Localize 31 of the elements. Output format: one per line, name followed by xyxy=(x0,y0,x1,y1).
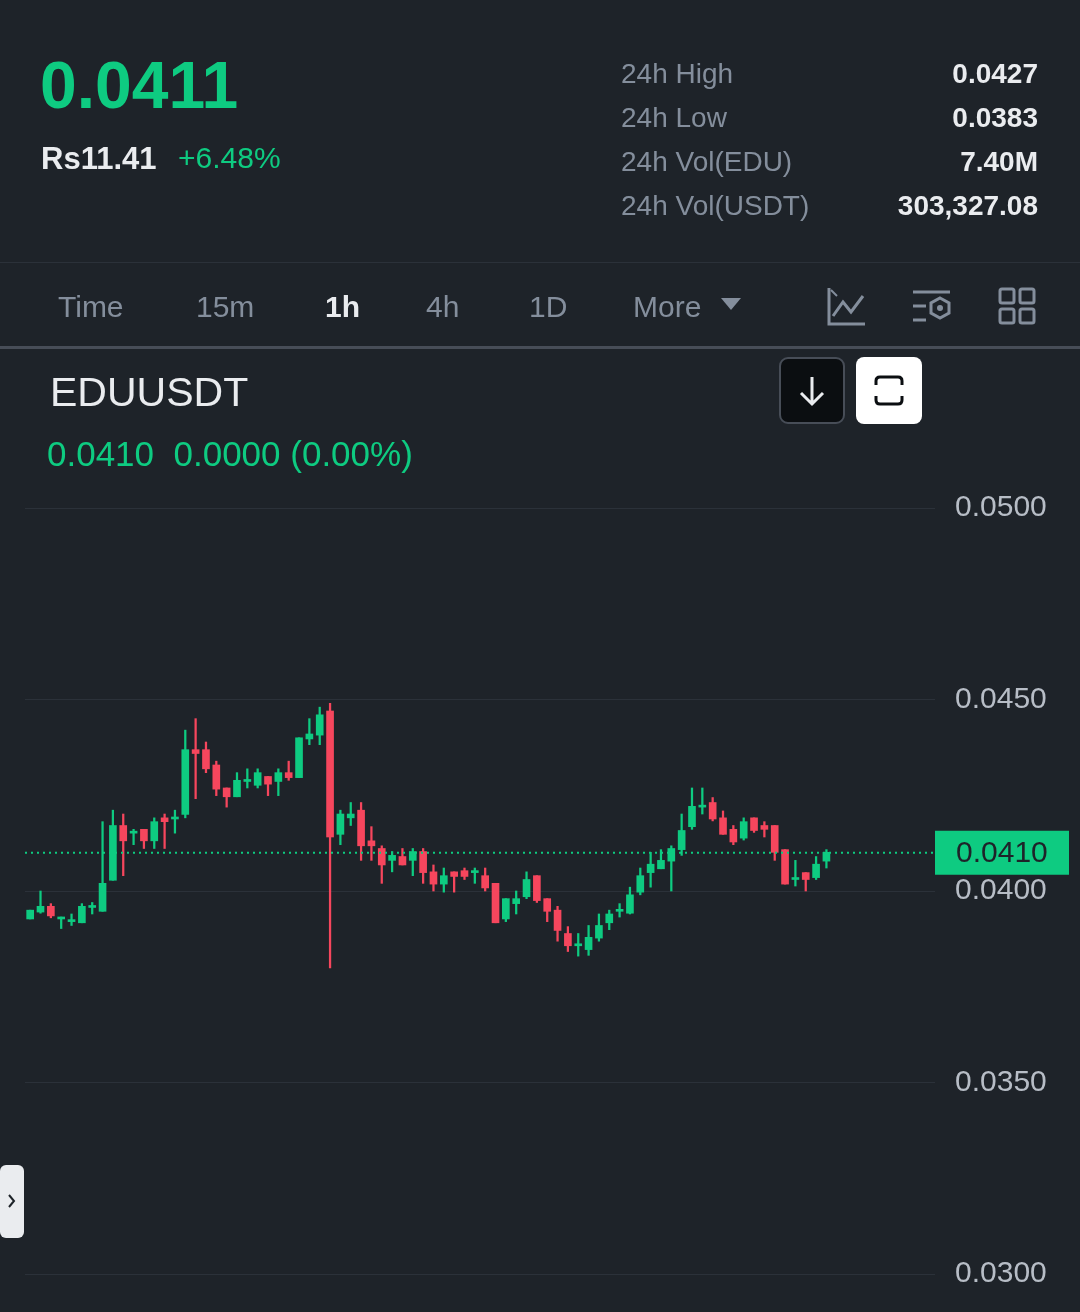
text: 0.0383 xyxy=(952,102,1038,133)
y-tick-label: 0.0300 xyxy=(955,1255,1047,1289)
candlestick xyxy=(615,903,624,918)
y-tick-label: 0.0400 xyxy=(955,872,1047,906)
y-tick-label: 0.0450 xyxy=(955,680,1047,714)
text: Rs11.41 xyxy=(41,141,157,176)
text: 1h xyxy=(325,290,361,323)
y-tick-label: 0.0500 xyxy=(955,489,1047,523)
candlestick xyxy=(191,718,200,800)
candlestick xyxy=(791,860,800,887)
text: 24h High xyxy=(621,58,734,89)
text: Time xyxy=(58,290,124,323)
text: 303,327.08 xyxy=(897,190,1038,221)
text: 24h Vol(USDT) xyxy=(621,190,810,221)
text: 1D xyxy=(529,290,568,323)
text: More xyxy=(633,290,702,323)
text: 24h Low xyxy=(621,102,727,133)
text: 15m xyxy=(196,290,255,323)
candlestick xyxy=(67,913,76,926)
chart-subtitle: 0.0410 0.0000 (0.00%) xyxy=(47,434,413,473)
text: 7.40M xyxy=(960,146,1038,177)
text: 24h Vol(EDU) xyxy=(621,146,793,177)
chart-title: EDUUSDT xyxy=(50,369,249,415)
text: 4h xyxy=(426,290,460,323)
text: 0.0411 xyxy=(40,48,239,122)
candlestick xyxy=(760,821,769,838)
text: 0.0427 xyxy=(952,58,1038,89)
ref-line-label: 0.0410 xyxy=(956,834,1048,868)
text: +6.48% xyxy=(178,141,281,174)
y-tick-label: 0.0350 xyxy=(955,1063,1047,1097)
candlestick xyxy=(367,826,376,861)
